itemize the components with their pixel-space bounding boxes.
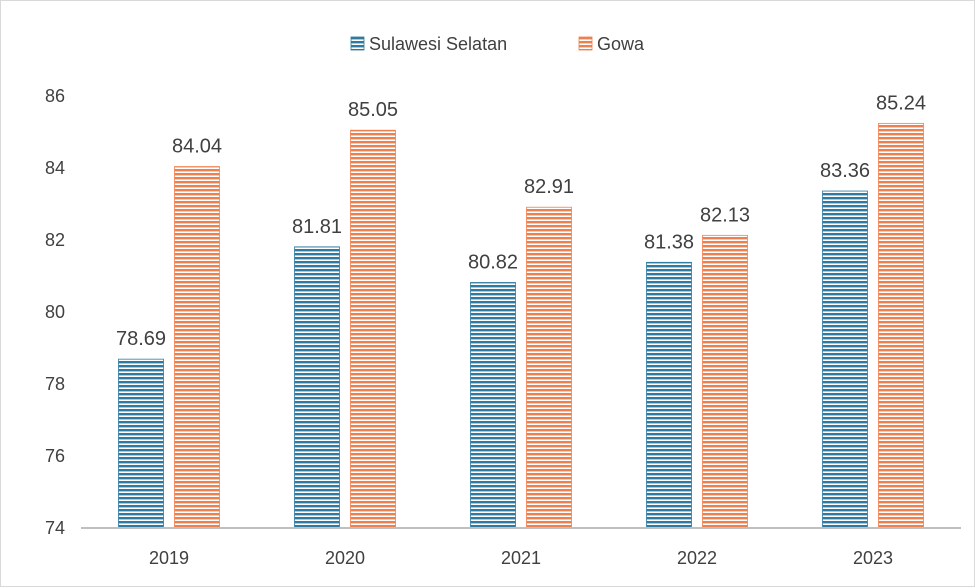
bar-2023-0 (822, 190, 868, 529)
y-tick-label: 82 (45, 230, 65, 250)
y-tick-label: 76 (45, 446, 65, 466)
x-tick-label: 2021 (501, 548, 541, 568)
y-tick-label: 80 (45, 302, 65, 322)
data-label-2019-0: 78.69 (116, 328, 166, 350)
data-label-2021-1: 82.91 (524, 176, 574, 198)
data-label-2019-1: 84.04 (172, 136, 222, 158)
bar-2020-1 (350, 129, 396, 529)
data-label-2022-0: 81.38 (644, 231, 694, 253)
data-label-2020-1: 85.05 (348, 99, 398, 121)
data-labels: 78.69 84.04 81.81 85.05 80.82 82.91 81.38 82.13… (116, 92, 926, 350)
bar-2019-1 (174, 166, 220, 529)
legend: Sulawesi Selatan Gowa (350, 34, 645, 54)
bars (118, 122, 924, 529)
bar-2019-0 (118, 358, 164, 529)
bar-2022-0 (646, 261, 692, 529)
x-tick-label: 2023 (853, 548, 893, 568)
legend-label-1: Gowa (597, 34, 645, 54)
legend-label-0: Sulawesi Selatan (369, 34, 507, 54)
legend-swatch-0 (350, 36, 365, 51)
y-axis: 74 76 78 80 82 84 86 (45, 86, 65, 538)
legend-swatch-1 (578, 36, 593, 51)
bar-2020-0 (294, 246, 340, 529)
x-tick-label: 2020 (325, 548, 365, 568)
bar-2022-1 (702, 234, 748, 529)
y-tick-label: 78 (45, 374, 65, 394)
data-label-2023-1: 85.24 (876, 92, 926, 114)
y-tick-label: 74 (45, 518, 65, 538)
y-tick-label: 84 (45, 158, 65, 178)
bar-2021-1 (526, 206, 572, 529)
data-label-2021-0: 80.82 (468, 251, 518, 273)
data-label-2023-0: 83.36 (820, 160, 870, 182)
y-tick-label: 86 (45, 86, 65, 106)
data-label-2020-0: 81.81 (292, 216, 342, 238)
x-axis: 2019 2020 2021 2022 2023 (81, 527, 961, 568)
bar-2021-0 (470, 282, 516, 529)
x-tick-label: 2019 (149, 548, 189, 568)
x-tick-label: 2022 (677, 548, 717, 568)
data-label-2022-1: 82.13 (700, 204, 750, 226)
bar-2023-1 (878, 122, 924, 529)
